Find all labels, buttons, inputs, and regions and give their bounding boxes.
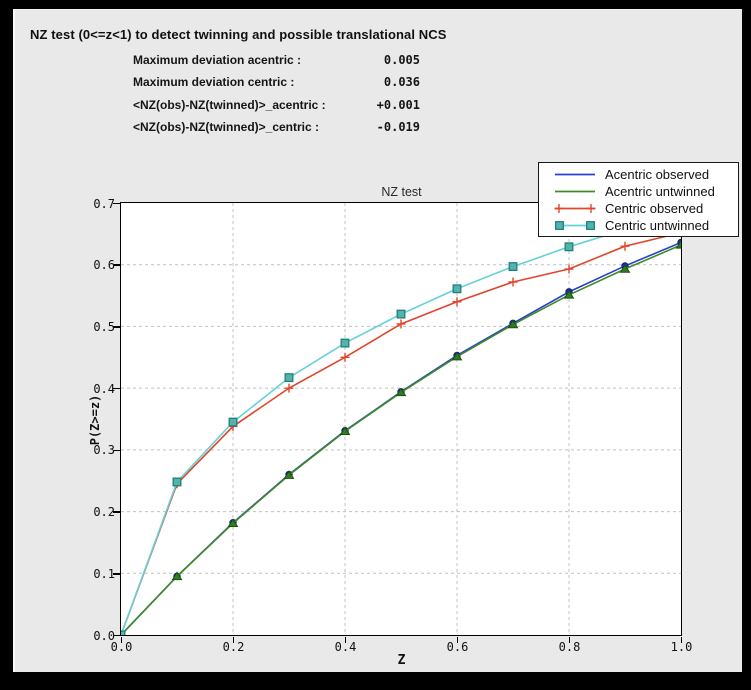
data-point-plus (284, 383, 294, 393)
data-point-plus (340, 352, 350, 362)
x-tick (120, 637, 123, 643)
y-tick (113, 511, 120, 513)
data-point-square (284, 373, 294, 383)
series-line (121, 241, 681, 635)
data-point-triangle (395, 387, 407, 397)
x-tick (232, 637, 235, 643)
data-point-plus (586, 204, 596, 213)
data-point-triangle (507, 319, 519, 329)
data-point-square (452, 284, 462, 294)
stats-row: <NZ(obs)-NZ(twinned)>_centric : -0.019 (133, 120, 420, 134)
series-centric-observed (121, 228, 681, 635)
legend-label: Acentric observed (605, 167, 710, 182)
y-tick-label: 0.2 (93, 505, 115, 520)
stat-label-nz-diff-centric: <NZ(obs)-NZ(twinned)>_centric : (133, 120, 320, 135)
y-tick (113, 264, 120, 266)
legend: Acentric observed Acentric untwinned Centr… (538, 162, 739, 237)
data-point-square (340, 338, 350, 348)
chart-title: NZ test (381, 185, 422, 199)
plot-canvas (121, 203, 681, 635)
legend-row: Centric observed (539, 200, 738, 217)
stat-label-nz-diff-acentric: <NZ(obs)-NZ(twinned)>_acentric : (133, 97, 326, 112)
y-tick (113, 202, 120, 205)
series-line (121, 244, 681, 635)
legend-row: Acentric observed (539, 166, 738, 183)
legend-sample-triangle-line (555, 190, 595, 193)
y-tick-label: 0.4 (93, 381, 115, 396)
data-point-plus (508, 277, 518, 287)
stats-row: <NZ(obs)-NZ(twinned)>_acentric : +0.001 (133, 98, 420, 112)
data-point-square (121, 630, 126, 635)
stat-label-max-dev-acentric: Maximum deviation acentric : (133, 53, 302, 67)
y-tick-label: 0.7 (93, 196, 115, 211)
legend-row: Centric untwinned (539, 217, 738, 234)
stat-value-nz-diff-acentric: +0.001 (376, 97, 420, 112)
x-axis-label: Z (397, 653, 406, 668)
x-tick-label: 0.0 (110, 640, 133, 654)
y-tick (113, 449, 120, 452)
data-point-triangle (619, 264, 631, 273)
legend-label: Acentric untwinned (605, 184, 715, 199)
stats-block: Maximum deviation acentric : 0.005 Maxim… (133, 53, 420, 143)
legend-row: Acentric untwinned (539, 183, 738, 200)
data-point-plus (564, 264, 574, 274)
data-point-triangle (339, 426, 351, 436)
data-point-square (172, 477, 182, 487)
legend-sample-plus-line (554, 204, 596, 213)
legend-label: Centric untwinned (605, 218, 710, 233)
y-tick-label: 0.0 (93, 628, 115, 643)
data-point-square (508, 262, 518, 272)
x-tick (680, 637, 683, 643)
stats-row: Maximum deviation centric : 0.036 (133, 75, 420, 89)
y-tick (113, 634, 120, 637)
y-tick-label: 0.1 (93, 566, 115, 581)
y-tick-label: 0.5 (93, 319, 115, 334)
legend-sample-circle-line (555, 173, 595, 176)
legend-sample-square-line (555, 221, 595, 230)
data-point-triangle (283, 470, 295, 479)
plot-panel: NZ test (0<=z<1) to detect twinning and … (13, 9, 742, 672)
plot-area (120, 202, 682, 636)
x-tick (568, 637, 571, 643)
data-point-square (586, 221, 595, 230)
stat-value-nz-diff-centric: -0.019 (376, 120, 420, 135)
x-tick-label: 0.6 (446, 640, 469, 654)
data-point-triangle (563, 290, 575, 299)
data-point-plus (620, 241, 630, 251)
series-acentric-observed (121, 238, 681, 635)
x-tick-label: 1.0 (670, 640, 693, 654)
data-point-square (555, 221, 564, 230)
data-point-square (228, 417, 238, 427)
data-point-triangle (171, 571, 183, 581)
series-centric-untwinned (121, 209, 681, 635)
data-point-square (396, 309, 406, 319)
y-tick-label: 0.3 (93, 443, 115, 458)
stat-value-max-dev-acentric: 0.005 (383, 53, 420, 67)
y-tick (113, 326, 120, 328)
data-point-triangle (227, 518, 239, 527)
series-acentric-untwinned (121, 240, 681, 635)
data-point-triangle (451, 351, 463, 361)
x-tick (344, 637, 347, 643)
x-tick-label: 0.2 (222, 640, 245, 654)
y-tick-label: 0.6 (93, 258, 115, 273)
data-point-plus (396, 319, 406, 329)
stats-row: Maximum deviation acentric : 0.005 (133, 53, 420, 67)
x-tick-label: 0.8 (558, 640, 581, 654)
data-point-plus (554, 204, 564, 213)
x-tick-label: 0.4 (334, 640, 357, 654)
y-tick (113, 387, 120, 390)
x-tick (456, 637, 459, 643)
series-line (121, 212, 681, 635)
data-point-square (564, 242, 574, 252)
y-tick (113, 573, 120, 575)
data-point-triangle (675, 240, 681, 249)
stat-value-max-dev-centric: 0.036 (383, 75, 420, 90)
legend-label: Centric observed (605, 201, 704, 216)
stat-label-max-dev-centric: Maximum deviation centric : (133, 75, 295, 90)
data-point-plus (452, 297, 462, 307)
series-line (121, 231, 681, 635)
page-title: NZ test (0<=z<1) to detect twinning and … (30, 27, 447, 42)
